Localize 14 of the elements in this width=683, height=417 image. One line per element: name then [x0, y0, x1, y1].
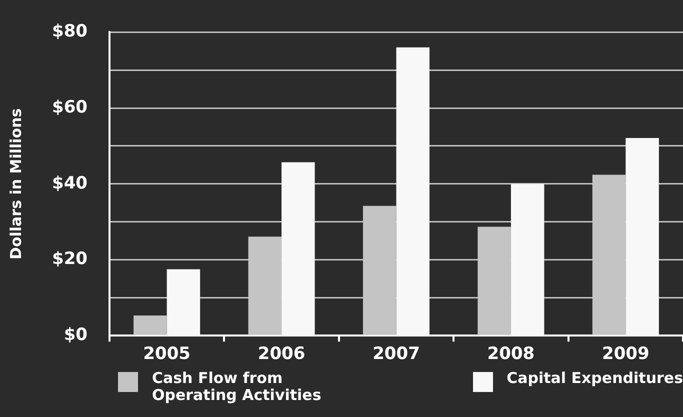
x-tick-label: 2005: [143, 344, 190, 364]
y-tick-label: $40: [52, 173, 88, 194]
x-tick-label: 2007: [372, 344, 420, 364]
y-tick-label: $20: [52, 249, 88, 270]
x-tick-label: 2009: [602, 344, 650, 364]
y-tick-label: $80: [52, 22, 88, 42]
y-axis-title: Dollars in Millions: [6, 108, 25, 260]
legend-label: Capital Expenditures: [506, 369, 683, 387]
x-tick-label: 2008: [487, 344, 535, 364]
legend-label: Cash Flow from Operating Activities: [152, 369, 322, 404]
y-tick-label: $0: [64, 325, 88, 346]
bar: [134, 316, 167, 335]
x-tick-label: 2006: [258, 344, 306, 364]
y-tick-label: $60: [52, 97, 88, 118]
